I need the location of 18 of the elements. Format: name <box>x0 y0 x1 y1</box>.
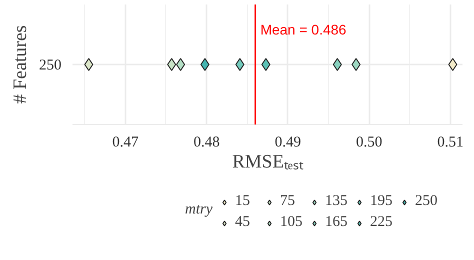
legend-label: 75 <box>280 193 296 210</box>
legend-label: 195 <box>370 193 394 210</box>
legend-title: mtry <box>185 202 213 218</box>
x-tick-label: 0.49 <box>274 134 301 150</box>
legend-label: 225 <box>370 214 394 231</box>
ref-line-label: Mean = 0.486 <box>260 22 347 38</box>
legend-label: 135 <box>325 193 348 210</box>
x-tick-label: 0.51 <box>437 134 464 150</box>
legend-label: 105 <box>280 214 304 231</box>
legend-label: 250 <box>415 193 438 210</box>
x-tick-label: 0.50 <box>356 134 382 150</box>
x-tick-label: 0.48 <box>193 134 220 150</box>
legend-label: 45 <box>235 214 251 231</box>
y-axis-title: # Features <box>10 25 31 104</box>
legend-label: 165 <box>325 214 348 231</box>
x-tick-label: 0.47 <box>112 134 139 150</box>
x-axis-title: RMSEₜₑₛₜ <box>232 152 304 172</box>
legend-label: 15 <box>235 193 251 210</box>
